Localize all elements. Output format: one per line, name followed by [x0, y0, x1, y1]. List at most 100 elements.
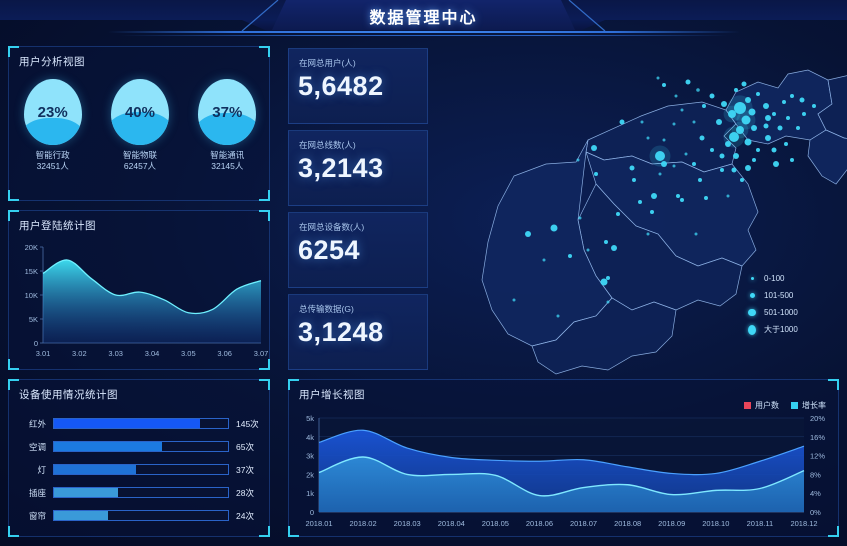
map-data-point[interactable] — [716, 119, 722, 125]
map-data-point[interactable] — [512, 298, 516, 302]
map-district[interactable] — [531, 297, 677, 375]
map-data-point[interactable] — [672, 164, 676, 168]
map-data-point[interactable] — [662, 138, 666, 142]
map-data-point[interactable] — [632, 178, 636, 182]
map-data-point[interactable] — [662, 83, 666, 87]
map-data-point[interactable] — [525, 231, 531, 237]
map-data-point[interactable] — [782, 100, 786, 104]
kpi-card[interactable]: 总传输数据(G) 3,1248 — [288, 294, 428, 370]
map-data-point[interactable] — [676, 194, 680, 198]
map-data-point[interactable] — [704, 196, 708, 200]
map-data-point[interactable] — [744, 138, 752, 146]
map-data-point[interactable] — [586, 248, 590, 252]
map-data-point[interactable] — [728, 110, 736, 118]
map-data-point[interactable] — [731, 167, 737, 173]
map-data-point[interactable] — [772, 112, 776, 116]
map-data-point[interactable] — [674, 94, 678, 98]
map-data-point[interactable] — [619, 119, 625, 125]
map-data-point[interactable] — [578, 216, 582, 220]
map-data-point[interactable] — [655, 151, 665, 161]
map-data-point[interactable] — [771, 147, 777, 153]
map-data-point[interactable] — [751, 125, 757, 131]
map-data-point[interactable] — [756, 148, 760, 152]
map-data-point[interactable] — [640, 120, 644, 124]
map-data-point[interactable] — [721, 101, 727, 107]
map-data-point[interactable] — [719, 153, 725, 159]
map-data-point[interactable] — [741, 115, 751, 125]
map-data-point[interactable] — [646, 136, 650, 140]
map-data-point[interactable] — [734, 88, 738, 92]
map-data-point[interactable] — [685, 79, 691, 85]
map-data-point[interactable] — [672, 122, 676, 126]
map-data-point[interactable] — [650, 210, 654, 214]
map-data-point[interactable] — [720, 168, 724, 172]
map-data-point[interactable] — [604, 240, 608, 244]
map-data-point[interactable] — [740, 178, 744, 182]
map-data-point[interactable] — [591, 145, 597, 151]
map-data-point[interactable] — [765, 135, 771, 141]
map-data-point[interactable] — [694, 232, 698, 236]
map-data-point[interactable] — [606, 276, 610, 280]
map-data-point[interactable] — [629, 165, 635, 171]
map-data-point[interactable] — [661, 161, 667, 167]
map-data-point[interactable] — [736, 126, 744, 134]
map-data-point[interactable] — [680, 198, 684, 202]
map-data-point[interactable] — [692, 162, 696, 166]
map-data-point[interactable] — [542, 258, 546, 262]
map-data-point[interactable] — [709, 93, 715, 99]
kpi-card[interactable]: 在网总线数(人) 3,2143 — [288, 130, 428, 206]
map-data-point[interactable] — [611, 245, 617, 251]
kpi-card[interactable]: 在网总设备数(人) 6254 — [288, 212, 428, 288]
map-data-point[interactable] — [745, 165, 751, 171]
map-data-point[interactable] — [684, 152, 688, 156]
map-data-point[interactable] — [606, 300, 610, 304]
map-data-point[interactable] — [616, 212, 620, 216]
map-data-point[interactable] — [799, 97, 805, 103]
map-data-point[interactable] — [698, 178, 702, 182]
map-data-point[interactable] — [594, 172, 598, 176]
map-data-point[interactable] — [651, 193, 657, 199]
map-data-point[interactable] — [710, 148, 714, 152]
map-data-point[interactable] — [725, 141, 731, 147]
map-data-point[interactable] — [576, 158, 580, 162]
map-data-point[interactable] — [784, 142, 788, 146]
map-data-point[interactable] — [763, 103, 769, 109]
map-data-point[interactable] — [638, 200, 642, 204]
map-data-point[interactable] — [733, 153, 739, 159]
map-data-point[interactable] — [656, 76, 660, 80]
map-data-point[interactable] — [696, 88, 700, 92]
map-data-point[interactable] — [763, 123, 769, 129]
map-data-point[interactable] — [748, 108, 756, 116]
map-data-point[interactable] — [802, 112, 806, 116]
map-data-point[interactable] — [812, 104, 816, 108]
map-data-point[interactable] — [790, 158, 794, 162]
map-data-point[interactable] — [600, 278, 608, 286]
map-data-point[interactable] — [646, 232, 650, 236]
map-data-point[interactable] — [734, 102, 746, 114]
map-data-point[interactable] — [692, 120, 696, 124]
map-data-point[interactable] — [796, 126, 800, 130]
map-data-point[interactable] — [658, 172, 662, 176]
kpi-card[interactable]: 在网总用户(人) 5,6482 — [288, 48, 428, 124]
map-data-point[interactable] — [790, 94, 794, 98]
legend-entry[interactable]: 增长率 — [791, 400, 826, 411]
map-district[interactable] — [817, 74, 847, 142]
map-data-point[interactable] — [556, 314, 560, 318]
map-data-point[interactable] — [756, 92, 760, 96]
map-data-point[interactable] — [680, 108, 684, 112]
map-data-point[interactable] — [745, 97, 751, 103]
map-data-point[interactable] — [741, 81, 747, 87]
region-scatter-map[interactable] — [436, 44, 847, 376]
map-data-point[interactable] — [765, 115, 771, 121]
map-district[interactable] — [807, 129, 847, 185]
map-data-point[interactable] — [752, 158, 756, 162]
map-data-point[interactable] — [702, 104, 706, 108]
map-data-point[interactable] — [786, 116, 790, 120]
map-data-point[interactable] — [726, 194, 730, 198]
map-data-point[interactable] — [568, 254, 572, 258]
map-data-point[interactable] — [773, 161, 779, 167]
map-data-point[interactable] — [777, 125, 783, 131]
map-data-point[interactable] — [729, 132, 739, 142]
map-data-point[interactable] — [550, 224, 558, 232]
legend-entry[interactable]: 用户数 — [744, 400, 779, 411]
